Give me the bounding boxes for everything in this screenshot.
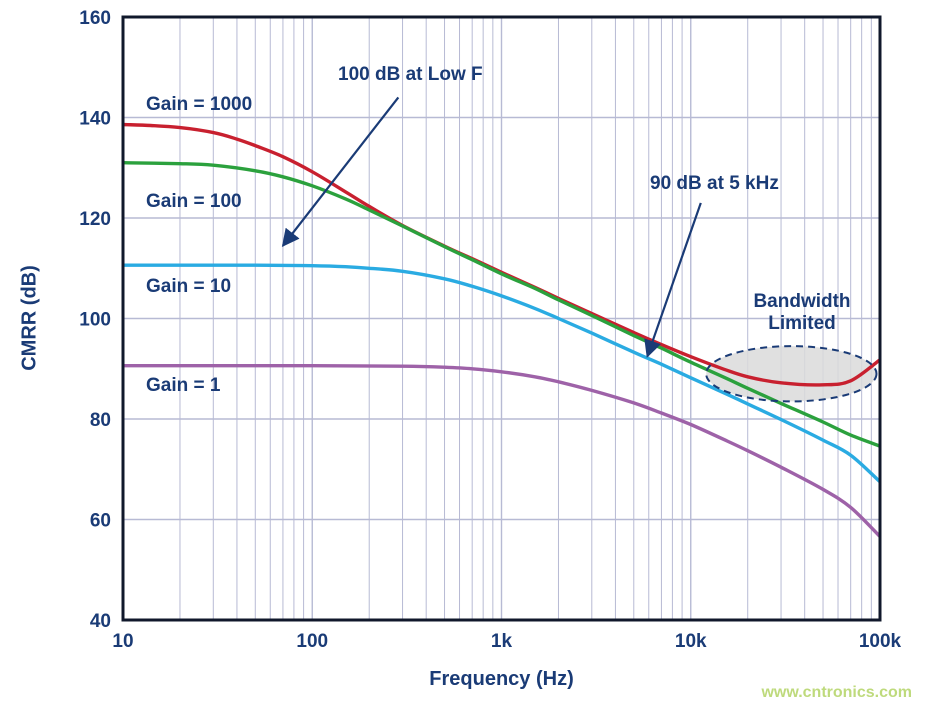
- series-label-gain-100: Gain = 100: [146, 191, 242, 212]
- watermark: www.cntronics.com: [761, 684, 912, 701]
- curve-gain-1: [123, 363, 880, 539]
- y-axis-title: CMRR (dB): [18, 265, 41, 371]
- y-tick-label: 160: [79, 8, 111, 29]
- annotation-arrow: [644, 202, 702, 358]
- y-tick-label: 140: [79, 109, 111, 130]
- y-tick-label: 60: [90, 511, 111, 532]
- x-tick-label: 100: [296, 631, 328, 652]
- x-tick-label: 10: [112, 631, 133, 652]
- x-tick-label: 100k: [859, 631, 902, 652]
- series-label-gain-1: Gain = 1: [146, 375, 221, 396]
- annotation-100db-low-f: 100 dB at Low F: [338, 64, 483, 85]
- annotation-90db-5khz: 90 dB at 5 kHz: [650, 173, 779, 194]
- curve-gain-10: [123, 263, 880, 484]
- x-tick-label: 10k: [675, 631, 707, 652]
- y-tick-label: 100: [79, 310, 111, 331]
- series-label-gain-10: Gain = 10: [146, 276, 232, 297]
- x-tick-label: 1k: [491, 631, 513, 652]
- y-tick-label: 120: [79, 209, 111, 230]
- series-label-gain-1000: Gain = 1000: [146, 94, 253, 115]
- curve-gain-100: [123, 161, 880, 448]
- annotation-bandwidth-limited: Bandwidth Limited: [753, 291, 851, 334]
- x-axis-title: Frequency (Hz): [429, 668, 574, 690]
- annotation-arrow: [281, 96, 400, 248]
- bandwidth-limited-ellipse-outline: [705, 345, 878, 403]
- y-tick-label: 40: [90, 611, 111, 632]
- y-tick-label: 80: [90, 410, 111, 431]
